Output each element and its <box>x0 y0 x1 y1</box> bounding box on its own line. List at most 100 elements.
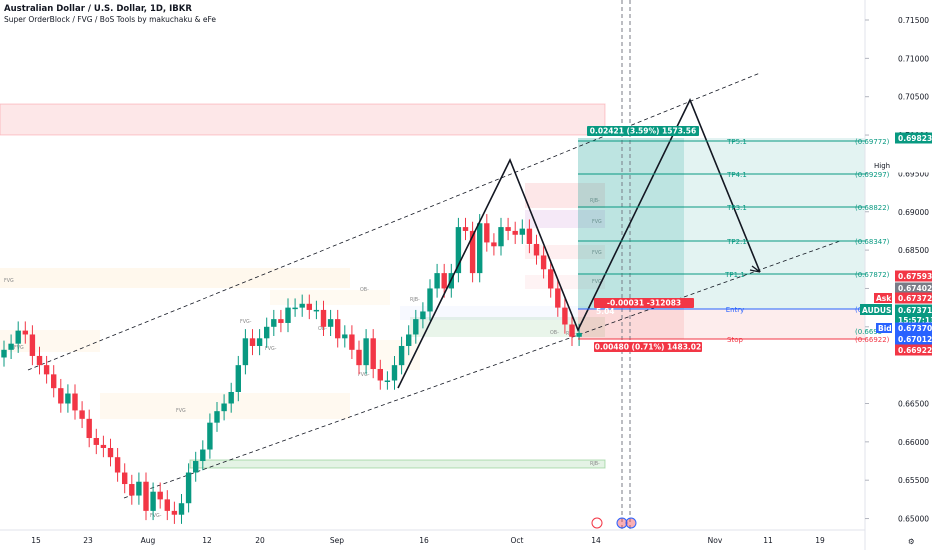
axis-b1: 0.67012 <box>898 335 932 344</box>
ratio-label: 5.04 <box>596 307 615 316</box>
candle-body-43 <box>306 303 312 310</box>
candle-body-71 <box>505 227 511 231</box>
candle-body-41 <box>292 307 298 310</box>
y-tick-label-11: 0.65500 <box>898 476 929 485</box>
candle-body-16 <box>114 457 121 473</box>
candle-body-73 <box>519 228 525 235</box>
candle-body-8 <box>58 388 64 404</box>
candle-body-53 <box>377 368 383 381</box>
axis-high-bg <box>895 161 932 173</box>
candle-body-11 <box>79 410 85 419</box>
candle-body-26 <box>185 472 192 504</box>
x-tick-label-11: 19 <box>815 536 825 545</box>
candle-body-9 <box>65 393 71 404</box>
level-name-4: TP1:1 <box>724 271 745 279</box>
candle-body-69 <box>491 242 497 247</box>
level-value-0: (0.69772) <box>855 138 890 146</box>
stop-label-bg <box>594 342 702 352</box>
candle-body-81 <box>576 332 582 337</box>
candle-body-10 <box>72 393 78 411</box>
candle-body-75 <box>533 243 540 256</box>
axis-high-text: High <box>874 162 890 170</box>
axis-countdown: 15:57:13 <box>898 316 932 325</box>
axis-last-bg <box>895 304 932 316</box>
candle-body-29 <box>207 422 213 450</box>
stop-zone <box>578 309 684 339</box>
candle-body-51 <box>363 338 369 366</box>
candle-body-67 <box>477 223 483 274</box>
x-tick-label-10: 11 <box>763 536 773 545</box>
chart-title: Australian Dollar / U.S. Dollar, 1D, IBK… <box>4 4 192 14</box>
axis-countdown-bg <box>895 314 932 326</box>
candle-body-62 <box>441 273 447 289</box>
candle-body-70 <box>498 227 504 247</box>
zone-9 <box>525 275 605 289</box>
candle-body-54 <box>384 380 391 382</box>
axis-a1: 0.67593 <box>898 272 932 281</box>
axis-a2-bg <box>895 282 932 294</box>
axis-bid-text: Bid <box>878 324 892 333</box>
projection-arrowhead <box>749 265 761 273</box>
candle-body-27 <box>193 461 199 473</box>
zone-label-7: FVG <box>592 219 602 225</box>
candle-body-72 <box>512 230 518 235</box>
axis-stop: 0.66922 <box>898 346 932 355</box>
candle-body-77 <box>548 269 554 289</box>
x-tick-label-0: 15 <box>31 536 41 545</box>
zigzag-projection <box>397 98 761 389</box>
zone-label-1: FVG <box>14 345 24 351</box>
level-value-6: (0.66922) <box>855 336 890 344</box>
zone-10 <box>410 317 605 337</box>
zone-3 <box>270 290 390 305</box>
candle-body-78 <box>555 288 561 308</box>
candle-body-12 <box>86 418 92 439</box>
axis-ask-bg <box>895 292 932 304</box>
axis-bid-text-bg <box>876 323 892 333</box>
settings-icon: ⚙ <box>908 537 915 546</box>
candle-body-33 <box>235 365 241 392</box>
candle-body-47 <box>335 319 341 339</box>
candle-body-49 <box>349 334 355 350</box>
zone-label-13: RJB- <box>410 297 420 303</box>
y-tick-label-10: 0.66000 <box>898 438 929 447</box>
candle-body-6 <box>43 365 50 375</box>
zone-label-10: OB- <box>318 326 327 332</box>
candle-body-28 <box>200 449 206 462</box>
candle-body-24 <box>171 510 178 515</box>
candle-body-79 <box>562 307 568 325</box>
flag-icon-2 <box>625 517 637 529</box>
level-name-3: TP2:1 <box>726 238 747 246</box>
entry-label-bg <box>594 298 694 308</box>
candle-body-44 <box>313 309 320 312</box>
candle-body-17 <box>122 472 128 485</box>
axis-ask-text-bg <box>874 293 892 303</box>
bearish-orderblock-zone <box>0 103 606 136</box>
axis-target-bg <box>895 132 932 144</box>
indicator-title: Super OrderBlock / FVG / BoS Tools by ma… <box>4 15 216 24</box>
axis-last: 0.67371 <box>898 306 932 315</box>
x-tick-label-4: 20 <box>255 536 265 545</box>
zone-label-3: FVG- <box>265 346 277 352</box>
level-name-6: Stop <box>727 336 743 344</box>
channel-lower <box>123 240 841 499</box>
zone-5 <box>400 306 590 320</box>
level-name-0: TP5:1 <box>726 138 747 146</box>
candle-body-50 <box>356 349 362 366</box>
candle-body-22 <box>157 491 163 500</box>
level-value-1: (0.69297) <box>855 171 890 179</box>
candle-body-68 <box>484 223 490 243</box>
y-tick-label-12: 0.65000 <box>898 515 929 524</box>
candle-body-48 <box>342 334 348 339</box>
candle-body-15 <box>107 447 114 458</box>
y-tick-label-9: 0.66500 <box>898 400 929 409</box>
candle-body-39 <box>278 319 284 323</box>
candle-body-14 <box>100 444 107 448</box>
candle-body-38 <box>271 319 277 327</box>
x-tick-label-5: Sep <box>330 536 344 545</box>
candle-body-0 <box>1 349 7 358</box>
bullish-orderblock-zone <box>189 459 606 469</box>
candle-body-18 <box>129 484 135 496</box>
zone-label-8: FVG <box>592 250 602 256</box>
zone-7 <box>525 210 605 228</box>
